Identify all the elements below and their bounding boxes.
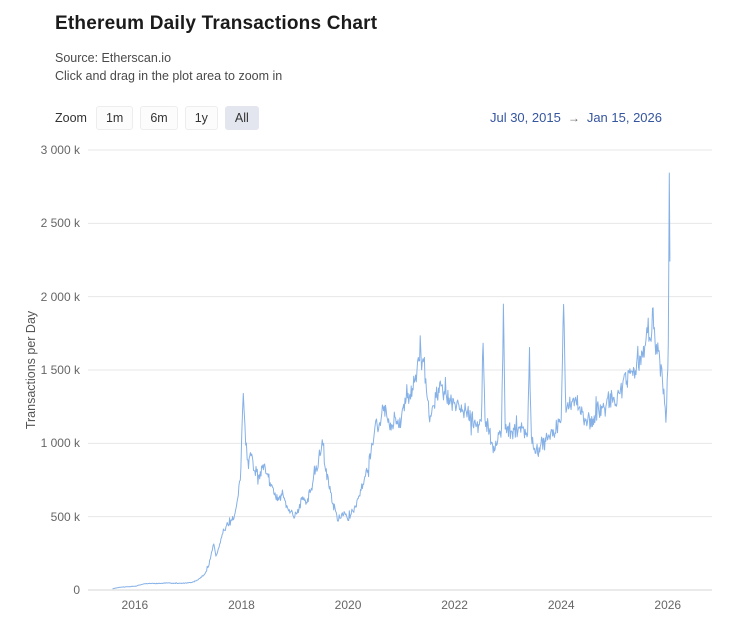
- range-selector-toolbar: Zoom 1m 6m 1y All: [55, 106, 266, 130]
- chart-zoom-hint: Click and drag in the plot area to zoom …: [55, 69, 283, 83]
- page-title: Ethereum Daily Transactions Chart: [55, 13, 378, 34]
- zoom-label: Zoom: [55, 111, 87, 125]
- x-axis-tick-label: 2022: [441, 598, 468, 612]
- zoom-button-group: 1m 6m 1y All: [95, 106, 266, 130]
- x-axis-tick-label: 2016: [121, 598, 149, 612]
- y-axis-tick-label: 3 000 k: [40, 143, 80, 157]
- zoom-button-1m[interactable]: 1m: [95, 106, 134, 130]
- x-axis-tick-label: 2026: [654, 598, 682, 612]
- chart-source: Source: Etherscan.io: [55, 51, 172, 65]
- zoom-button-1y[interactable]: 1y: [184, 106, 218, 130]
- transactions-series-line: [112, 172, 671, 590]
- zoom-button-6m[interactable]: 6m: [140, 106, 178, 130]
- y-axis-tick-label: 0: [73, 583, 80, 597]
- date-range: Jul 30, 2015 → Jan 15, 2026: [490, 110, 662, 125]
- x-axis-tick-label: 2020: [334, 598, 362, 612]
- y-axis-tick-label: 2 000 k: [40, 289, 80, 304]
- x-axis-tick-label: 2018: [228, 598, 255, 612]
- y-axis-tick-label: 500 k: [50, 509, 80, 524]
- y-axis-title: Transactions per Day: [24, 310, 38, 430]
- plot-area[interactable]: [88, 150, 712, 590]
- y-axis-tick-label: 1 500 k: [40, 363, 80, 377]
- y-axis-tick-label: 2 500 k: [40, 216, 80, 231]
- range-to-input[interactable]: Jan 15, 2026: [586, 110, 662, 125]
- y-axis-tick-label: 1 000 k: [40, 436, 80, 451]
- x-axis-tick-label: 2024: [547, 598, 575, 612]
- zoom-button-all[interactable]: All: [224, 106, 259, 130]
- range-arrow-icon: →: [567, 111, 580, 125]
- range-from-input[interactable]: Jul 30, 2015: [489, 110, 561, 125]
